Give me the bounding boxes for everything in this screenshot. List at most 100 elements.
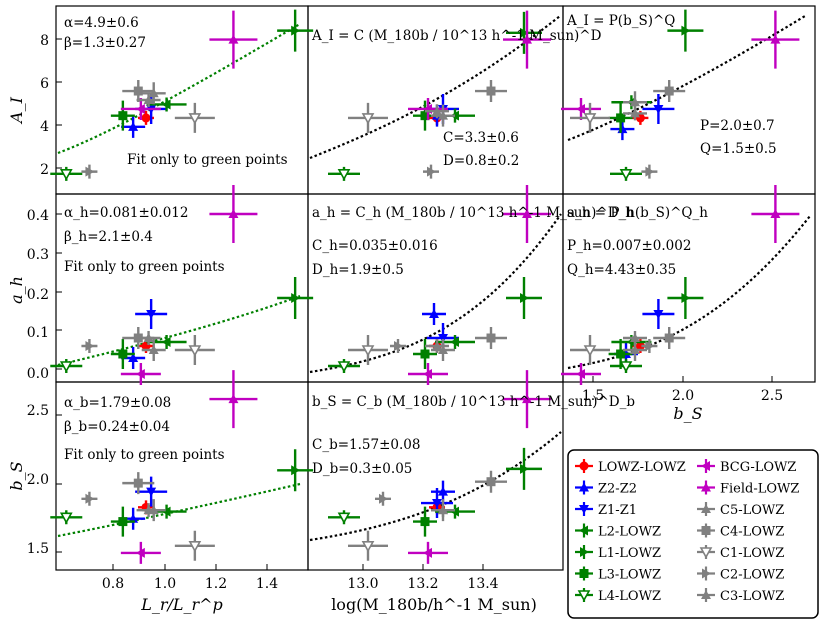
point-0-bcg-lowz (120, 97, 161, 120)
marker-c2-lowz (394, 341, 403, 351)
point-2-c4-lowz (653, 80, 686, 103)
legend-label: Field-LOWZ (720, 482, 799, 497)
ytick-r1-4: 0.4 (27, 208, 49, 224)
point-6-z1-z1 (135, 476, 168, 507)
point-0-l3-lowz (110, 100, 135, 131)
point-1-l1-lowz (506, 11, 542, 54)
xtick-left-1-4: 1.4 (256, 576, 278, 592)
marker-c4-lowz (664, 86, 674, 96)
point-2-l3-lowz (608, 102, 633, 133)
marker-c1-lowz (188, 113, 202, 125)
marker-lowz-lowz (635, 341, 645, 351)
legend-marker (580, 547, 589, 557)
ytick-r1-0: 0.0 (27, 366, 49, 382)
marker-c1-lowz (583, 345, 597, 357)
point-1-l4-lowz (328, 166, 360, 181)
marker-field-lowz (228, 394, 239, 404)
legend-marker (702, 568, 711, 579)
marker-c2-lowz (85, 493, 95, 504)
marker-field-lowz (770, 209, 781, 218)
marker-bcg-lowz (576, 369, 585, 379)
point-3-z1-z1 (135, 299, 168, 329)
point-5-bcg-lowz (561, 363, 601, 385)
point-2-c1-lowz (570, 102, 610, 133)
marker-c1-lowz (361, 113, 375, 125)
legend-label: L1-LOWZ (598, 546, 661, 561)
point-5-z1-z1 (642, 299, 675, 329)
legend-marker (701, 590, 711, 599)
ytick-r2-2-5: 2.5 (27, 403, 49, 419)
legend-label: Z2-Z2 (598, 482, 637, 497)
point-6-bcg-lowz (120, 541, 161, 564)
marker-l1-lowz (681, 25, 691, 36)
point-0-l1-lowz (277, 9, 314, 52)
point-6-field-lowz (209, 370, 258, 429)
panel-frames (55, 5, 816, 571)
xtick-left-0-8: 0.8 (102, 576, 124, 592)
annot-m0-d: D=0.8±0.2 (443, 153, 519, 169)
legend-marker (701, 526, 711, 535)
ytick-r0-8: 8 (40, 33, 49, 49)
legend-item-bcg-lowz: BCG-LOWZ (697, 459, 796, 475)
annot-b1-ph: P_h=0.007±0.002 (567, 238, 691, 254)
marker-l2-lowz (450, 506, 459, 517)
point-7-c3-lowz (431, 499, 455, 522)
point-2-z1-z1 (642, 93, 675, 124)
marker-l3-lowz (420, 517, 430, 527)
point-7-l4-lowz (328, 510, 360, 525)
point-1-c1-lowz (348, 102, 388, 133)
formula-r2-mid: b_S = C_b (M_180b / 10^13 h^-1 M_sun)^D_… (312, 394, 635, 410)
point-0-l2-lowz (146, 97, 187, 112)
marker-field-lowz (522, 394, 532, 404)
point-5-l1-lowz (667, 277, 704, 319)
annot-r1-beta: β_h=2.1±0.4 (64, 229, 153, 245)
marker-c3-lowz (630, 345, 640, 354)
marker-l1-lowz (520, 27, 529, 38)
marker-z1-z1 (438, 334, 448, 343)
marker-l3-lowz (118, 349, 128, 359)
point-0-c4-lowz (122, 80, 155, 103)
marker-field-lowz (522, 34, 532, 44)
point-4-l4-lowz (328, 359, 360, 373)
point-6-c3-lowz (141, 499, 166, 522)
formula-r1-mid: a_h = C_h (M_180b / 10^13 h^-1 M_sun)^D_… (312, 205, 634, 221)
point-6-c2-lowz (81, 491, 98, 506)
point-6-c4-lowz (122, 472, 155, 495)
annot-m1-dh: D_h=1.9±0.5 (312, 262, 404, 278)
tick-labels: 2 4 6 8 0.0 0.1 0.2 0.3 0.4 1.5 2.0 2.5 … (27, 33, 783, 592)
marker-field-lowz (770, 34, 781, 44)
marker-c5-lowz (630, 333, 640, 342)
marker-l1-lowz (520, 463, 529, 474)
point-6-l4-lowz (50, 510, 83, 525)
xlabel-mid: log(M_180b/h^-1 M_sun) (331, 595, 537, 614)
point-5-c4-lowz (653, 327, 686, 349)
point-7-bcg-lowz (408, 541, 448, 564)
marker-c1-lowz (583, 113, 597, 125)
marker-c1-lowz (188, 540, 202, 553)
legend-item-l2-lowz: L2-LOWZ (575, 523, 661, 540)
point-7-l3-lowz (413, 506, 437, 537)
point-3-l4-lowz (50, 359, 83, 373)
point-6-l1-lowz (277, 449, 314, 492)
point-2-bcg-lowz (561, 97, 601, 120)
point-0-c3-lowz (141, 82, 166, 105)
point-5-c3-lowz (623, 339, 647, 361)
ytick-r1-1: 0.1 (27, 325, 49, 341)
legend-item-l4-lowz: L4-LOWZ (575, 588, 661, 604)
annot-m1-ch: C_h=0.035±0.016 (312, 238, 438, 254)
xtick-mid-13-0: 13.0 (347, 576, 378, 592)
ylabel-r2: b_S (7, 461, 26, 490)
marker-l2-lowz (161, 506, 171, 517)
marker-bcg-lowz (135, 547, 145, 558)
legend-marker (701, 504, 711, 513)
legend-label: Z1-Z1 (598, 503, 637, 518)
marker-c4-lowz (486, 333, 496, 343)
marker-z1-z1 (146, 310, 157, 319)
marker-z1-z1 (146, 487, 157, 497)
point-3-c3-lowz (141, 339, 166, 361)
legend-label: LOWZ-LOWZ (598, 460, 686, 475)
point-7-c1-lowz (348, 530, 388, 561)
fit-line-r1-left (57, 294, 301, 367)
legend-label: C5-LOWZ (720, 503, 784, 518)
point-7-z2-z2 (431, 480, 455, 503)
